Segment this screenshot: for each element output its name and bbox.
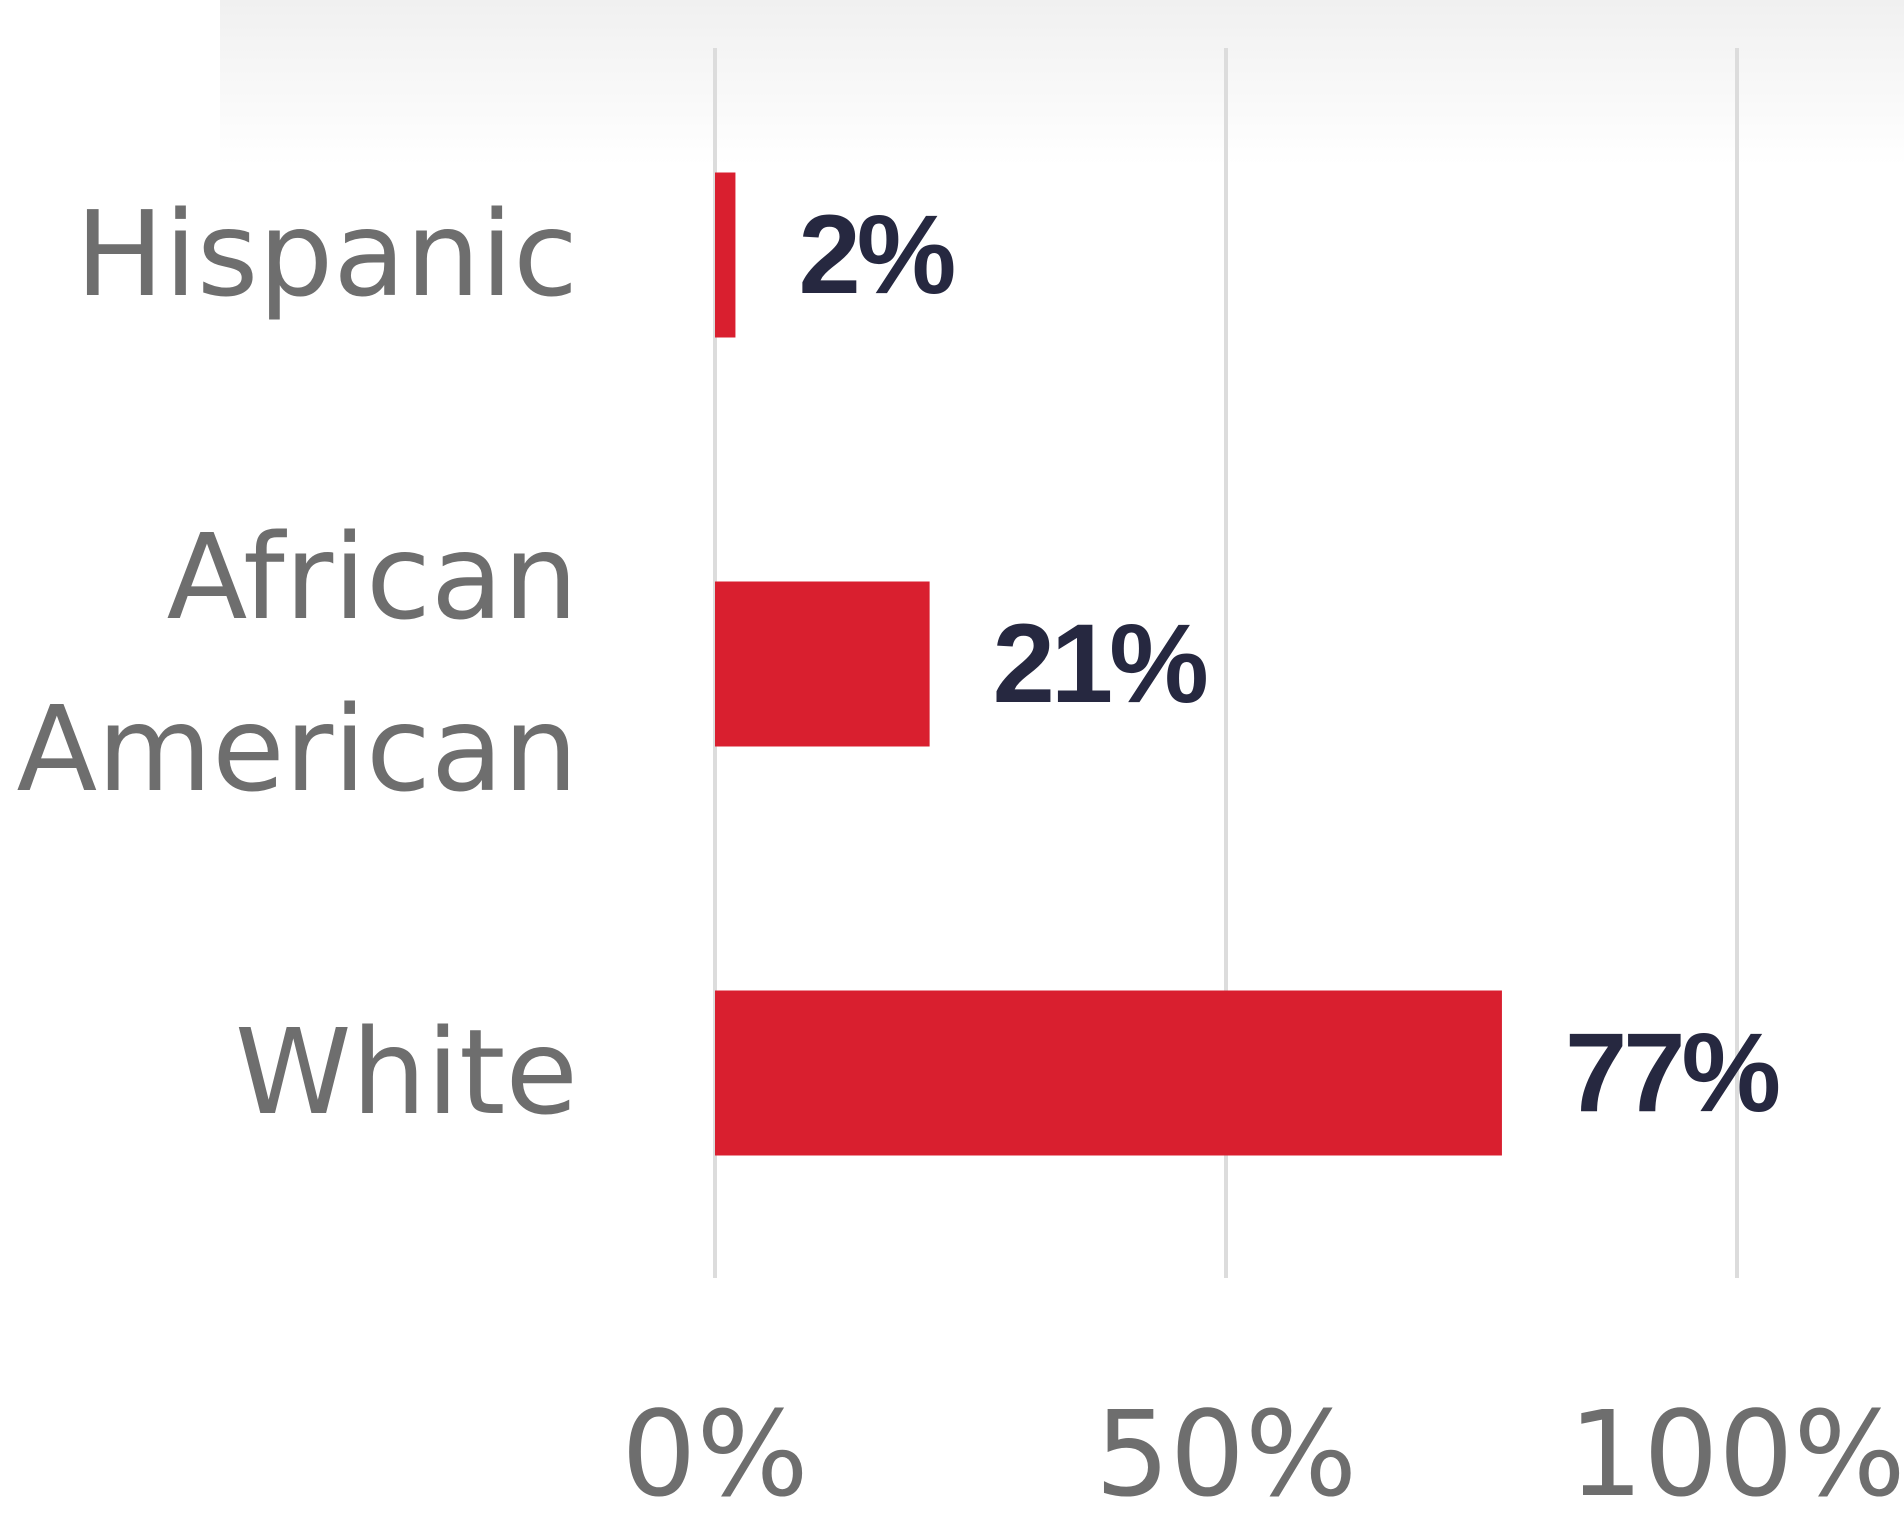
top-shading bbox=[220, 0, 1904, 165]
category-label-white: White bbox=[235, 1003, 578, 1141]
value-label-hispanic: 2% bbox=[798, 192, 953, 317]
category-label-african-american: African American bbox=[16, 508, 578, 818]
x-tick-label-50: 50% bbox=[1095, 1385, 1357, 1515]
value-label-african-american: 21% bbox=[993, 601, 1207, 726]
category-label-hispanic: Hispanic bbox=[75, 185, 578, 323]
bars bbox=[715, 172, 1502, 1156]
bar-african-american bbox=[715, 581, 930, 747]
value-label-white: 77% bbox=[1565, 1010, 1779, 1135]
x-axis-tick-labels: 0% 50% 100% bbox=[621, 1385, 1904, 1515]
bar-hispanic bbox=[715, 172, 736, 338]
x-tick-label-100: 100% bbox=[1568, 1385, 1904, 1515]
x-tick-label-0: 0% bbox=[621, 1385, 808, 1515]
bar-white bbox=[715, 990, 1502, 1156]
category-labels: Hispanic African American White bbox=[16, 185, 578, 1141]
value-labels: 2% 21% 77% bbox=[798, 192, 1782, 1135]
